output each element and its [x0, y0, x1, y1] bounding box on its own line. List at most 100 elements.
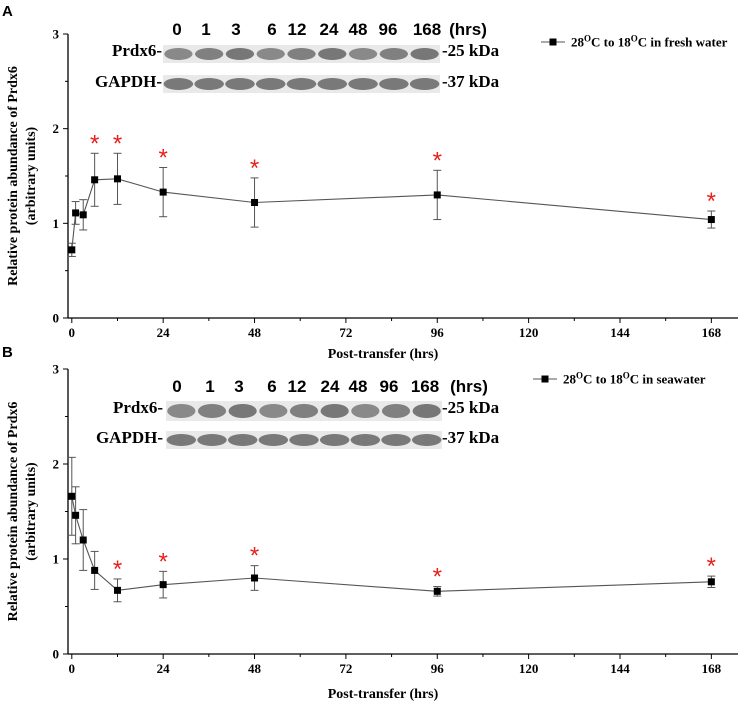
significance-asterisk: *	[433, 147, 442, 174]
blot-protein-band	[228, 404, 257, 418]
blot-protein-band	[379, 48, 408, 60]
blot-protein-band	[348, 48, 378, 60]
blot-control-band	[163, 78, 194, 90]
blot-control-band	[227, 434, 258, 446]
blot-control-band	[194, 78, 224, 90]
data-point	[113, 175, 121, 183]
data-point	[72, 209, 80, 217]
blot-time-label: 168	[411, 377, 439, 396]
blot-control-size: -37 kDa	[442, 428, 500, 447]
y-tick-label: 3	[53, 27, 60, 42]
significance-asterisk: *	[158, 548, 167, 575]
x-tick-label: 48	[248, 661, 262, 676]
data-point	[707, 578, 715, 586]
y-tick-label: 2	[53, 457, 60, 472]
blot-time-label: (hrs)	[449, 20, 487, 39]
x-axis-title: Post-transfer (hrs)	[328, 347, 439, 362]
y-tick-label: 1	[53, 552, 60, 567]
data-point	[79, 536, 87, 544]
legend-superscript: O	[623, 371, 630, 381]
blot-control-band	[379, 78, 409, 90]
x-tick-label: 72	[339, 661, 352, 676]
blot-protein-band	[164, 48, 193, 60]
blot-time-label: 0	[172, 377, 181, 396]
series-line	[71, 496, 712, 592]
panel-a-label: A	[2, 3, 13, 20]
blot-protein-band	[289, 404, 319, 418]
data-point	[251, 199, 259, 207]
blot-time-label: (hrs)	[450, 377, 488, 396]
significance-asterisk: *	[707, 188, 716, 215]
blot-control-band	[319, 434, 350, 446]
x-tick-label: 168	[702, 325, 722, 340]
blot-protein-band	[259, 404, 288, 418]
x-tick-label: 120	[519, 325, 539, 340]
blot-control-band	[286, 78, 317, 90]
legend-text-part: 28	[563, 372, 577, 387]
significance-asterisk: *	[707, 553, 716, 580]
blot-control-band	[411, 434, 442, 446]
x-tick-label: 48	[248, 325, 262, 340]
blot-time-label: 1	[205, 377, 214, 396]
x-tick-label: 144	[610, 661, 630, 676]
blot-protein-label: Prdx6-	[112, 41, 162, 60]
significance-asterisk: *	[113, 130, 122, 157]
legend-superscript: O	[631, 34, 638, 44]
legend-text-part: C in seawater	[630, 372, 706, 387]
blot-control-band	[197, 434, 227, 446]
data-point	[91, 566, 99, 574]
blot-control-band	[409, 78, 440, 90]
blot-control-band	[166, 434, 197, 446]
x-tick-label: 24	[157, 661, 171, 676]
blot-protein-label: Prdx6-	[113, 398, 163, 417]
blot-control-band	[381, 434, 411, 446]
blot-time-label: 96	[380, 377, 399, 396]
blot-time-label: 12	[288, 20, 307, 39]
data-point	[113, 586, 121, 594]
blot-time-label: 12	[288, 377, 307, 396]
data-point	[159, 581, 167, 589]
legend-text-part: C to 18	[591, 35, 631, 50]
panel-b-label: B	[2, 344, 13, 361]
x-tick-label: 144	[610, 325, 630, 340]
blot-time-label: 24	[321, 377, 340, 396]
data-point	[251, 574, 259, 582]
blot-time-label: 48	[349, 20, 368, 39]
blot-control-band	[258, 434, 289, 446]
x-tick-label: 96	[431, 325, 445, 340]
legend-text-part: 28	[571, 35, 585, 50]
blot-protein-band	[351, 404, 380, 418]
blot-control-label: GAPDH-	[96, 428, 163, 447]
blot-protein-band	[167, 404, 196, 418]
x-tick-label: 120	[519, 661, 539, 676]
blot-protein-size: -25 kDa	[442, 398, 500, 417]
y-tick-label: 1	[53, 216, 60, 231]
legend-text-part: C in fresh water	[638, 35, 728, 50]
blot-control-band	[348, 78, 378, 90]
blot-time-label: 6	[267, 20, 276, 39]
y-tick-label: 3	[53, 362, 60, 377]
data-point	[433, 191, 441, 199]
blot-protein-band	[320, 404, 349, 418]
blot-protein-size: -25 kDa	[442, 41, 500, 60]
blot-protein-band	[318, 48, 347, 60]
blot-time-label: 96	[379, 20, 398, 39]
data-point	[159, 188, 167, 196]
blot-protein-band	[410, 48, 439, 60]
legend-marker	[541, 375, 549, 383]
significance-asterisk: *	[90, 130, 99, 157]
x-tick-label: 96	[431, 661, 445, 676]
legend-label: 28OC to 18OC in seawater	[563, 371, 706, 387]
y-axis-title: Relative protein abundance of Prdx6	[6, 66, 21, 286]
blot-control-size: -37 kDa	[442, 72, 500, 91]
x-tick-label: 0	[69, 661, 76, 676]
x-tick-label: 168	[702, 661, 722, 676]
legend-superscript: O	[584, 34, 591, 44]
blot-control-band	[317, 78, 348, 90]
y-axis-subtitle: (arbitrary units)	[24, 126, 39, 225]
blot-control-band	[255, 78, 286, 90]
data-point	[72, 511, 80, 519]
x-tick-label: 24	[157, 325, 171, 340]
